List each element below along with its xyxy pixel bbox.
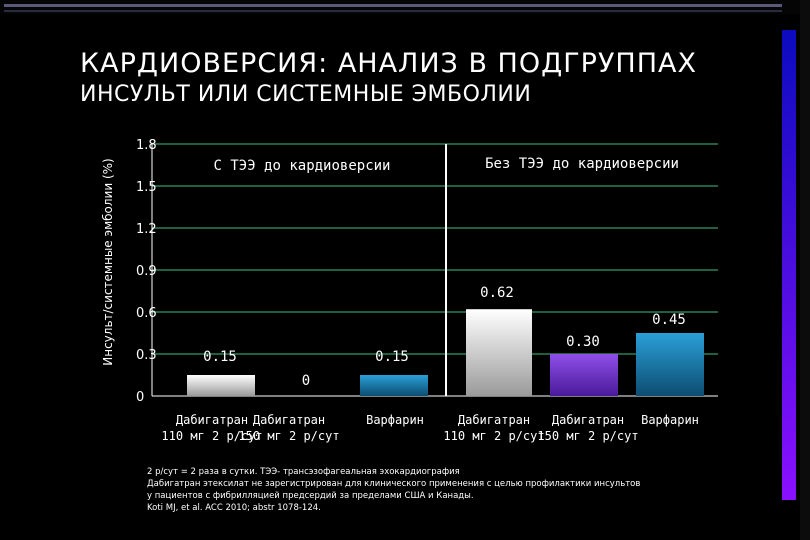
y-tick-label: 0.3: [136, 348, 157, 363]
data-label: 0.62: [480, 285, 514, 301]
y-tick-label: 0: [136, 390, 144, 405]
y-tick-label: 0.9: [136, 264, 157, 279]
right-border: [800, 0, 810, 540]
footnote-line: 2 р/сут = 2 раза в сутки. ТЭЭ- трансэзоф…: [147, 467, 460, 477]
x-category-label: Дабигатран: [253, 413, 325, 427]
footnote-line: Дабигатран этексилат не зарегистрирован …: [147, 479, 641, 489]
accent-bar: [782, 30, 796, 500]
data-label: 0.45: [652, 312, 686, 328]
data-label: 0.15: [375, 349, 409, 365]
footnote-line: у пациентов с фибрилляцией предсердий за…: [147, 491, 474, 501]
footnote-line: Koti MJ, et al. ACC 2010; abstr 1078-124…: [147, 503, 321, 513]
y-tick-label: 1.8: [136, 138, 157, 153]
data-label: 0.30: [566, 334, 600, 350]
page-subtitle: ИНСУЛЬТ ИЛИ СИСТЕМНЫЕ ЭМБОЛИИ: [80, 82, 532, 107]
y-tick-label: 1.5: [136, 180, 157, 195]
top-border: [0, 0, 810, 14]
y-tick-label: 0.6: [136, 306, 157, 321]
x-category-label: Дабигатран: [176, 413, 248, 427]
bar: [636, 333, 704, 396]
x-category-label: 110 мг 2 р/сут: [161, 429, 262, 443]
footnotes: 2 р/сут = 2 раза в сутки. ТЭЭ- трансэзоф…: [147, 466, 640, 514]
x-category-label: 110 мг 2 р/сут: [443, 429, 544, 443]
page-title: КАРДИОВЕРСИЯ: АНАЛИЗ В ПОДГРУППАХ: [80, 48, 697, 79]
data-label: 0: [302, 373, 310, 389]
x-category-label: Дабигатран: [458, 413, 530, 427]
x-category-label: Дабигатран: [552, 413, 624, 427]
bar: [360, 375, 428, 396]
bar: [466, 309, 532, 396]
group-title: С ТЭЭ до кардиоверсии: [213, 158, 390, 174]
group-title: Без ТЭЭ до кардиоверсии: [485, 156, 679, 172]
data-label: 0.15: [203, 349, 237, 365]
x-category-label: 150 мг 2 р/сут: [238, 429, 339, 443]
bar: [187, 375, 255, 396]
x-category-label: 150 мг 2 р/сут: [537, 429, 638, 443]
bar: [550, 354, 618, 396]
y-tick-label: 1.2: [136, 222, 157, 237]
x-category-label: Варфарин: [366, 413, 424, 427]
x-category-label: Варфарин: [641, 413, 699, 427]
